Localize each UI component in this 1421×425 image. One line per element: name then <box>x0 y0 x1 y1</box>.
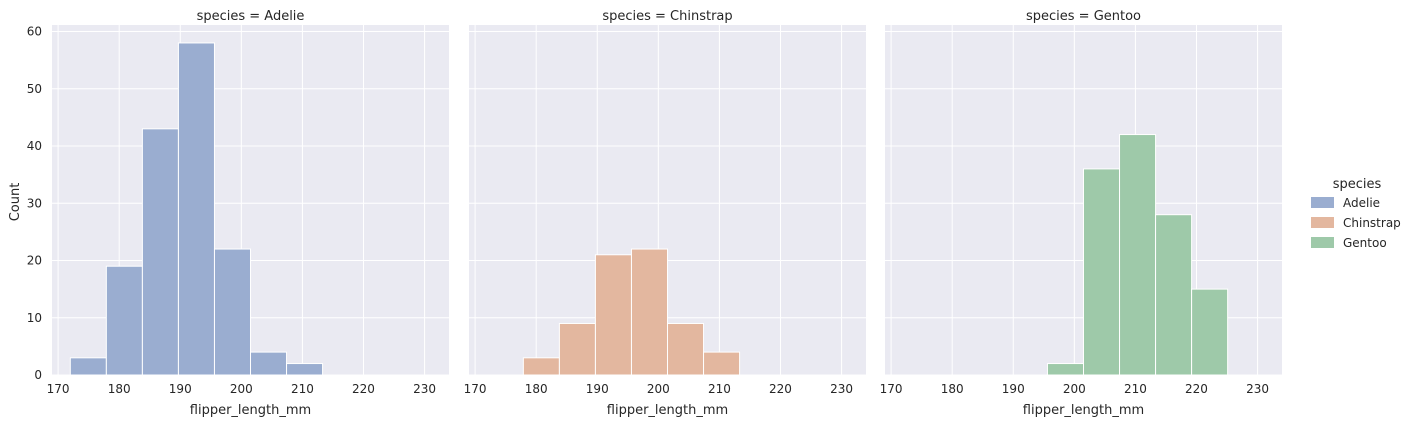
histogram-bar <box>286 363 324 376</box>
histogram-bar <box>250 351 288 376</box>
legend-swatch <box>1311 237 1334 248</box>
y-tick-label: 20 <box>27 254 42 268</box>
histogram-bar <box>1046 363 1084 376</box>
y-tick-label: 30 <box>27 196 42 210</box>
x-axis-label: flipper_length_mm <box>607 403 728 418</box>
x-tick-label: 200 <box>230 382 253 396</box>
x-tick-label: 200 <box>647 382 670 396</box>
legend-title: species <box>1333 177 1382 192</box>
facet-panel-1: 170 180 190 200 210 220 230 0 10 20 30 40 50 60 specie… <box>27 9 449 418</box>
histogram-bar <box>213 248 251 376</box>
x-tick-label: 170 <box>464 382 487 396</box>
histogram-bar <box>522 357 560 376</box>
x-axis-label: flipper_length_mm <box>190 403 311 418</box>
histogram-bar <box>177 42 215 376</box>
legend-label: Adelie <box>1343 196 1380 210</box>
histogram-bar <box>1083 168 1121 376</box>
histogram-bar <box>594 254 632 376</box>
histogram-bar <box>69 357 107 376</box>
x-tick-label: 180 <box>108 382 131 396</box>
y-tick-label: 40 <box>27 139 42 153</box>
facet-title: species = Gentoo <box>1026 9 1141 24</box>
x-tick-label: 210 <box>708 382 731 396</box>
x-tick-label: 210 <box>1124 382 1147 396</box>
facet-panel-2: 170 180 190 200 210 220 230 species = Chinstrap… <box>464 9 866 418</box>
legend: species Adelie Chinstrap Gentoo <box>1311 177 1401 250</box>
x-tick-label: 190 <box>1002 382 1025 396</box>
facet-panels: 170 180 190 200 210 220 230 0 10 20 30 40 50 60 specie… <box>27 9 1282 418</box>
x-tick-label: 190 <box>586 382 609 396</box>
histogram-bar <box>703 351 741 376</box>
x-tick-label: 220 <box>1185 382 1208 396</box>
y-tick-label: 0 <box>34 368 42 382</box>
x-tick-label: 220 <box>352 382 375 396</box>
x-tick-label: 180 <box>941 382 964 396</box>
x-tick-label: 210 <box>291 382 314 396</box>
x-tick-label: 230 <box>830 382 853 396</box>
x-tick-label: 220 <box>769 382 792 396</box>
x-axis-label: flipper_length_mm <box>1023 403 1144 418</box>
legend-label: Chinstrap <box>1343 216 1401 230</box>
histogram-bar <box>630 248 668 376</box>
histogram-bar <box>1191 288 1229 376</box>
x-tick-label: 200 <box>1063 382 1086 396</box>
x-tick-label: 230 <box>413 382 436 396</box>
y-tick-label: 60 <box>27 25 42 39</box>
histogram-bar <box>558 322 596 376</box>
histogram-bar <box>1155 214 1193 376</box>
histogram-bar <box>667 322 705 376</box>
y-tick-label: 50 <box>27 82 42 96</box>
facet-panel-3: 170 180 190 200 210 220 230 species = Gentoo fli… <box>880 9 1282 418</box>
x-tick-label: 230 <box>1246 382 1269 396</box>
histogram-bar <box>105 265 143 376</box>
x-tick-label: 170 <box>880 382 903 396</box>
facet-title: species = Chinstrap <box>602 9 732 24</box>
histogram-bar <box>141 128 179 376</box>
legend-label: Gentoo <box>1343 236 1387 250</box>
x-tick-label: 190 <box>169 382 192 396</box>
legend-items: Adelie Chinstrap Gentoo <box>1311 196 1401 250</box>
y-axis-label: Count <box>8 183 23 222</box>
x-tick-label: 180 <box>525 382 548 396</box>
legend-swatch <box>1311 197 1334 208</box>
x-tick-label: 170 <box>47 382 70 396</box>
y-tick-label: 10 <box>27 311 42 325</box>
histogram-bar <box>1119 134 1157 376</box>
facet-title: species = Adelie <box>197 9 305 24</box>
legend-swatch <box>1311 217 1334 228</box>
